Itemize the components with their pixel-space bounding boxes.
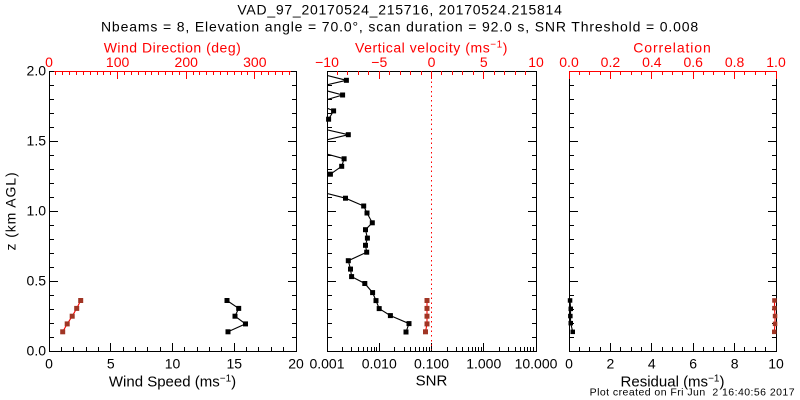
svg-text:10: 10	[165, 356, 181, 372]
svg-text:0: 0	[428, 54, 436, 70]
svg-text:Correlation: Correlation	[633, 40, 711, 56]
svg-text:0.001: 0.001	[309, 356, 344, 372]
svg-text:4: 4	[648, 356, 656, 372]
svg-text:0: 0	[45, 356, 53, 372]
svg-text:Vertical velocity (ms−1): Vertical velocity (ms−1)	[355, 40, 508, 56]
svg-text:0.010: 0.010	[362, 356, 397, 372]
svg-text:Nbeams = 8, Elevation angle =: Nbeams = 8, Elevation angle = 70.0°, sca…	[101, 19, 699, 35]
svg-text:z (km AGL): z (km AGL)	[3, 171, 19, 250]
svg-text:0.4: 0.4	[642, 54, 662, 70]
svg-text:200: 200	[175, 54, 199, 70]
svg-text:Residual (ms−1): Residual (ms−1)	[621, 374, 725, 391]
svg-text:1.000: 1.000	[466, 356, 501, 372]
svg-text:0.100: 0.100	[414, 356, 449, 372]
svg-text:6: 6	[689, 356, 697, 372]
svg-text:Wind Direction (deg): Wind Direction (deg)	[104, 40, 242, 56]
svg-text:1.0: 1.0	[766, 54, 786, 70]
svg-text:0.0: 0.0	[559, 54, 579, 70]
svg-text:Wind Speed (ms−1): Wind Speed (ms−1)	[109, 374, 236, 391]
svg-text:10.000: 10.000	[515, 356, 558, 372]
svg-text:0: 0	[45, 54, 53, 70]
svg-text:20: 20	[288, 356, 304, 372]
svg-text:1.0: 1.0	[27, 203, 47, 219]
svg-text:VAD_97_20170524_215716, 201705: VAD_97_20170524_215716, 20170524.215814	[237, 2, 562, 18]
svg-text:2: 2	[607, 356, 615, 372]
svg-text:0.5: 0.5	[27, 273, 47, 289]
svg-text:5: 5	[480, 54, 488, 70]
svg-text:2.0: 2.0	[27, 63, 47, 79]
svg-text:100: 100	[106, 54, 130, 70]
svg-text:0: 0	[565, 356, 573, 372]
svg-text:10: 10	[528, 54, 544, 70]
svg-text:8: 8	[731, 356, 739, 372]
svg-text:SNR: SNR	[416, 373, 448, 390]
svg-text:0.8: 0.8	[725, 54, 745, 70]
svg-text:Plot created on Fri Jun 2 16:: Plot created on Fri Jun 2 16:40:56 2017	[590, 387, 795, 399]
svg-text:−10: −10	[315, 54, 339, 70]
svg-text:10: 10	[768, 356, 784, 372]
svg-text:1.5: 1.5	[27, 133, 47, 149]
svg-text:0.2: 0.2	[601, 54, 621, 70]
svg-text:300: 300	[243, 54, 267, 70]
svg-text:0.0: 0.0	[27, 343, 47, 359]
svg-text:0.6: 0.6	[683, 54, 703, 70]
svg-text:15: 15	[226, 356, 242, 372]
svg-text:5: 5	[107, 356, 115, 372]
svg-text:−5: −5	[371, 54, 387, 70]
